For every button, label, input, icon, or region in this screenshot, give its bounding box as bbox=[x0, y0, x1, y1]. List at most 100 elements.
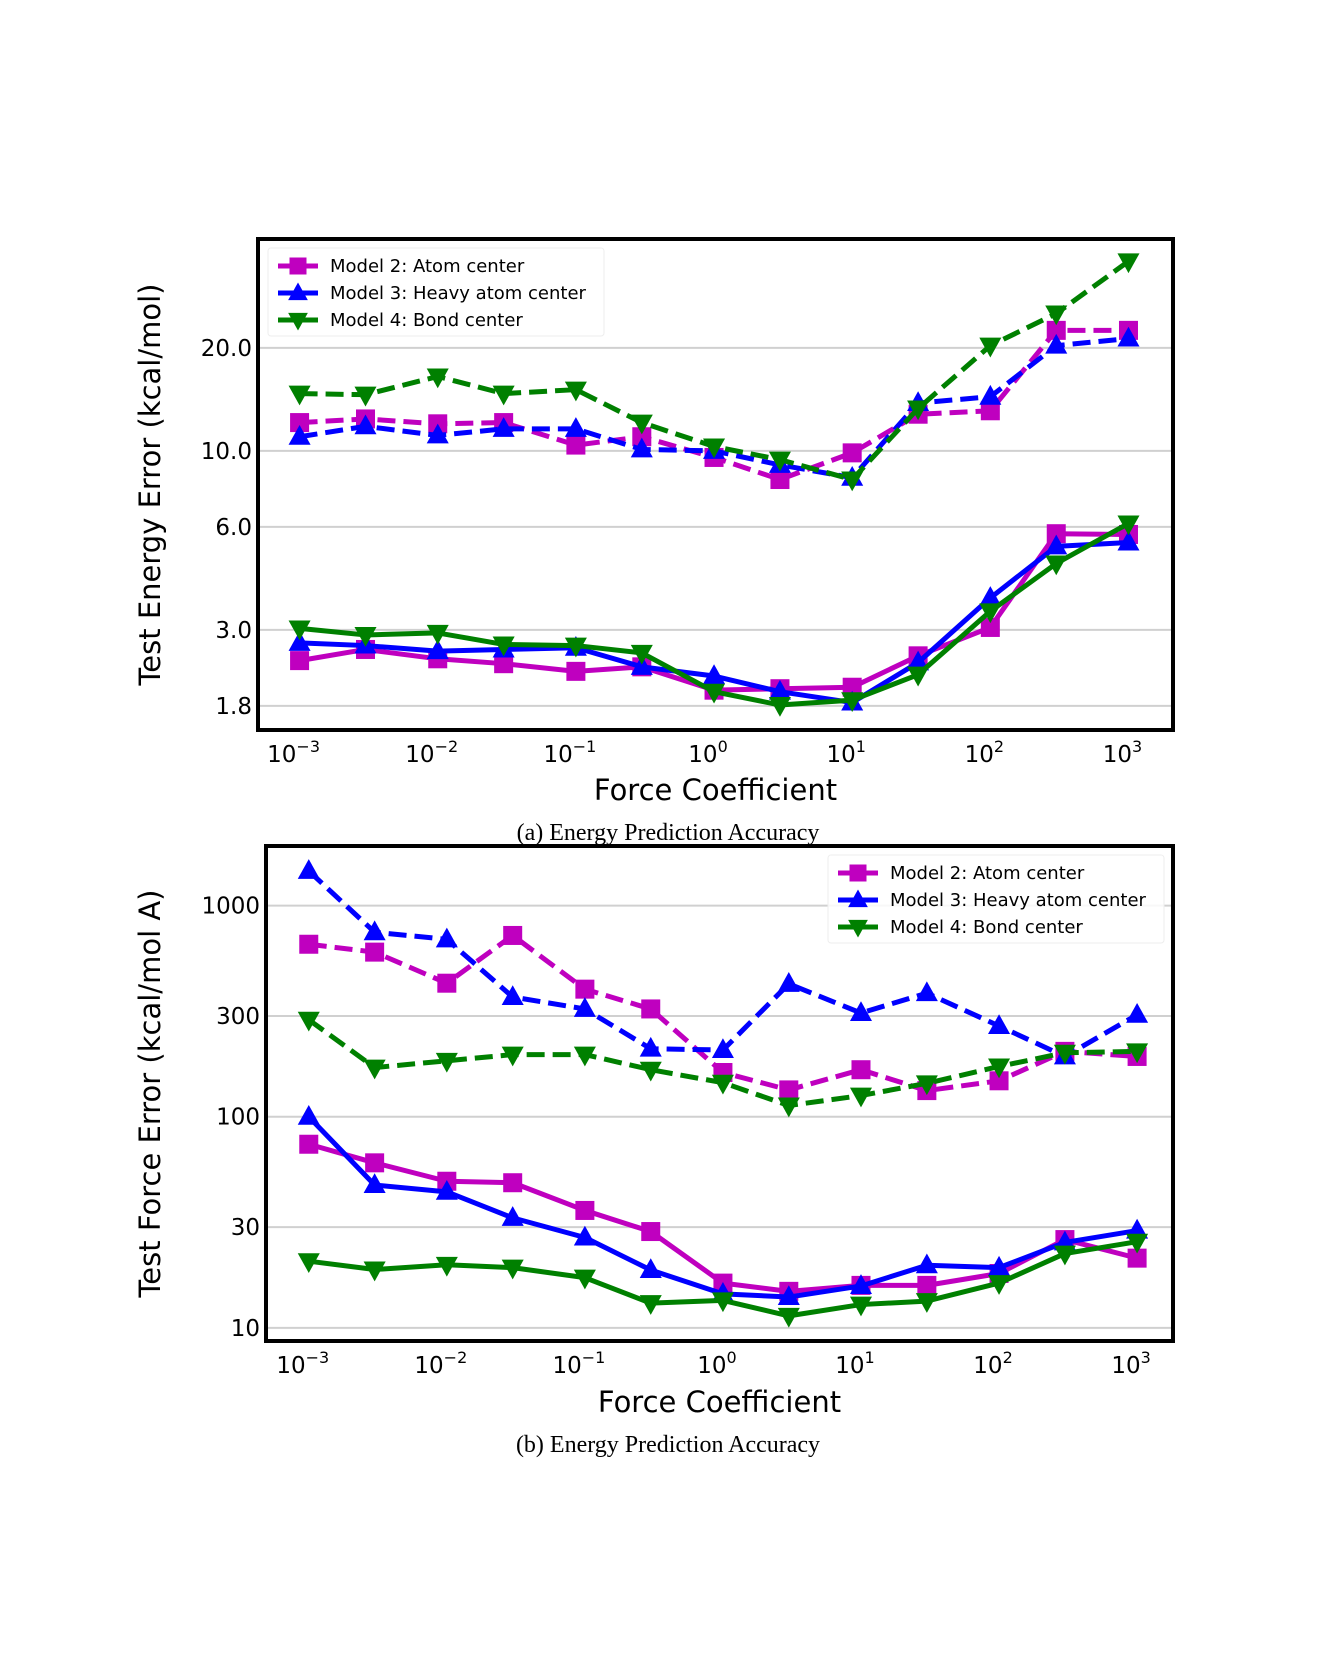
legend-label: Model 2: Atom center bbox=[330, 256, 525, 277]
data-point bbox=[770, 470, 790, 490]
data-point bbox=[979, 586, 1002, 606]
data-point bbox=[1126, 1003, 1149, 1023]
data-point bbox=[573, 1225, 596, 1246]
x-tick-label: 10−2 bbox=[405, 737, 458, 768]
data-point bbox=[849, 1274, 873, 1294]
data-point bbox=[639, 1258, 662, 1278]
data-point bbox=[842, 677, 862, 697]
data-point bbox=[1126, 1043, 1149, 1064]
data-point bbox=[363, 1261, 386, 1282]
data-point bbox=[494, 654, 514, 674]
data-point bbox=[566, 661, 586, 681]
x-tick-label: 100 bbox=[697, 1348, 736, 1379]
x-tick-label: 101 bbox=[835, 1348, 874, 1379]
data-point bbox=[365, 942, 385, 962]
data-point bbox=[363, 1173, 386, 1193]
data-point bbox=[288, 385, 311, 406]
x-tick-label: 10−3 bbox=[276, 1348, 329, 1379]
data-point bbox=[988, 1058, 1011, 1079]
data-point bbox=[777, 1307, 800, 1328]
data-point bbox=[1045, 555, 1068, 576]
data-point bbox=[703, 683, 726, 704]
data-point bbox=[426, 368, 449, 389]
data-point bbox=[907, 650, 930, 671]
data-point bbox=[703, 664, 726, 684]
x-axis-label: Force Coefficient bbox=[598, 1385, 841, 1419]
legend-label: Model 3: Heavy atom center bbox=[330, 283, 587, 304]
plot-frame bbox=[264, 844, 1175, 1343]
data-point bbox=[851, 1060, 871, 1080]
x-tick-label: 10−2 bbox=[414, 1348, 467, 1379]
data-point bbox=[297, 1104, 320, 1125]
data-point bbox=[573, 1046, 596, 1067]
data-point bbox=[363, 1059, 386, 1080]
data-point bbox=[354, 414, 377, 435]
data-point bbox=[777, 1285, 800, 1306]
data-point bbox=[979, 337, 1002, 358]
legend-label: Model 4: Bond center bbox=[330, 310, 523, 331]
data-point bbox=[492, 385, 515, 406]
x-axis-label: Force Coefficient bbox=[594, 773, 837, 807]
data-point bbox=[354, 626, 377, 647]
data-point bbox=[1126, 1233, 1149, 1254]
y-tick-label: 6.0 bbox=[215, 515, 252, 541]
legend-marker bbox=[848, 889, 868, 908]
y-tick-label: 1.8 bbox=[215, 694, 252, 720]
y-tick-label: 30 bbox=[231, 1215, 260, 1241]
data-point bbox=[988, 1275, 1011, 1295]
data-point bbox=[849, 1087, 873, 1108]
x-tick-label: 101 bbox=[826, 737, 865, 768]
data-point bbox=[907, 666, 930, 687]
data-point bbox=[630, 414, 653, 435]
force-error-chart: 10 30 100 300 1000 10−3 10−2 10−1 100 101 102 103 Mo… bbox=[133, 844, 1175, 1419]
x-tick-label: 100 bbox=[688, 737, 727, 768]
data-point bbox=[849, 1296, 873, 1317]
y-tick-label: 10.0 bbox=[201, 439, 252, 465]
data-point bbox=[915, 981, 938, 1002]
data-point bbox=[841, 692, 864, 712]
data-point bbox=[1117, 253, 1140, 274]
data-point bbox=[501, 1046, 524, 1067]
data-point bbox=[492, 417, 515, 437]
data-point bbox=[1045, 534, 1068, 555]
data-point bbox=[639, 1036, 662, 1057]
data-point bbox=[768, 697, 791, 717]
series-model-4-dashed bbox=[288, 253, 1140, 492]
data-point bbox=[501, 1259, 524, 1280]
data-point bbox=[288, 424, 311, 445]
x-tick-label: 102 bbox=[973, 1348, 1012, 1379]
x-tick-label: 10−1 bbox=[543, 737, 596, 768]
x-tick-label: 103 bbox=[1103, 737, 1142, 768]
data-point bbox=[917, 1275, 937, 1295]
legend-marker bbox=[288, 282, 308, 301]
data-point bbox=[639, 1295, 662, 1315]
y-axis-label: Test Force Error (kcal/mol A) bbox=[133, 890, 167, 1299]
data-point bbox=[363, 920, 386, 941]
legend-marker bbox=[848, 919, 868, 938]
data-point bbox=[711, 1292, 734, 1313]
data-point bbox=[1053, 1230, 1076, 1251]
data-point bbox=[988, 1014, 1011, 1034]
data-point bbox=[573, 997, 596, 1017]
legend: Model 2: Atom center Model 3: Heavy atom … bbox=[267, 247, 605, 337]
data-point bbox=[435, 1052, 458, 1073]
data-point bbox=[1117, 515, 1140, 536]
data-point bbox=[297, 1253, 320, 1273]
data-point bbox=[501, 1206, 524, 1226]
data-point bbox=[1046, 524, 1066, 544]
legend-label: Model 3: Heavy atom center bbox=[890, 890, 1147, 911]
data-point bbox=[630, 437, 653, 458]
data-point bbox=[630, 644, 653, 665]
data-point bbox=[915, 1253, 938, 1274]
series-model-4-dashed bbox=[297, 1011, 1149, 1118]
data-point bbox=[299, 934, 319, 954]
data-point bbox=[503, 1173, 523, 1193]
legend-label: Model 4: Bond center bbox=[890, 917, 1083, 938]
x-tick-label: 102 bbox=[965, 737, 1004, 768]
data-point bbox=[426, 423, 449, 444]
data-point bbox=[907, 400, 930, 421]
data-point bbox=[777, 972, 800, 992]
data-point bbox=[980, 401, 1000, 421]
y-tick-label: 20.0 bbox=[201, 336, 252, 362]
